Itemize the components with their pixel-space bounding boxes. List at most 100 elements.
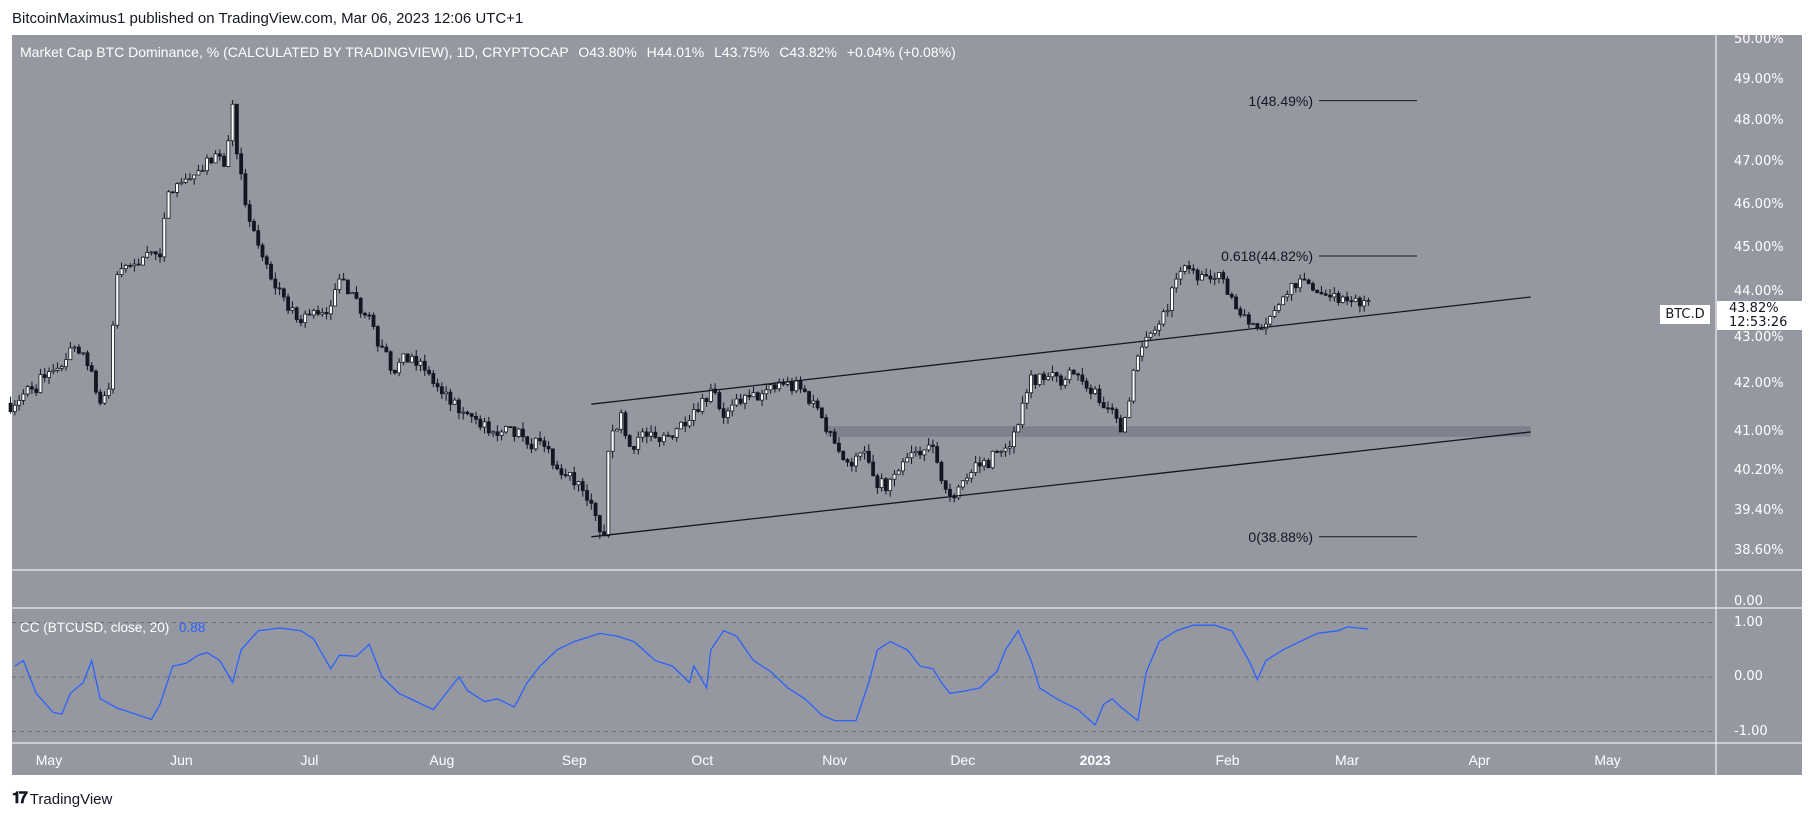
candle-down [384, 346, 389, 353]
time-tick: May [1594, 752, 1621, 768]
candle-down [747, 394, 752, 398]
candle-down [995, 450, 999, 453]
candle-up [444, 391, 449, 395]
candle-up [1217, 272, 1221, 279]
legend-high: H44.01% [646, 44, 705, 60]
candle-up [636, 436, 641, 450]
channel-lower-trendline [591, 431, 1531, 538]
candle-up [196, 170, 201, 176]
bar-countdown: 12:53:26 [1729, 314, 1788, 330]
candle-down [1238, 308, 1243, 316]
candle-up [290, 307, 295, 311]
candle-down [252, 221, 256, 232]
candle-up [794, 380, 799, 392]
candle-up [59, 366, 64, 369]
candle-down [354, 292, 359, 299]
candle-up [175, 183, 180, 193]
candle-down [42, 374, 47, 378]
candle-down [815, 400, 820, 409]
candle-up [926, 444, 931, 451]
candle-down [666, 434, 671, 437]
candle-up [708, 388, 713, 402]
candle-up [743, 394, 747, 404]
candle-down [1118, 417, 1123, 433]
candle-down [457, 399, 461, 414]
candle-up [1272, 310, 1277, 317]
candle-up [183, 178, 188, 183]
candle-up [132, 263, 137, 267]
indicator-tick: -1.00 [1734, 723, 1768, 739]
candle-down [448, 391, 453, 405]
candle-down [841, 450, 846, 460]
candle-up [47, 371, 51, 378]
candle-down [1106, 407, 1110, 410]
candle-up [990, 450, 995, 469]
candle-down [1311, 283, 1315, 291]
candle-up [1259, 328, 1264, 331]
candle-up [1161, 311, 1166, 325]
candle-down [807, 391, 811, 404]
chart-frame[interactable] [12, 35, 1802, 775]
candle-up [68, 347, 73, 361]
candle-up [1046, 376, 1051, 381]
candle-up [303, 313, 308, 324]
candle-up [969, 472, 974, 479]
candle-down [1033, 374, 1038, 385]
candle-up [730, 404, 735, 412]
fib-level-label: 0(38.88%) [1248, 528, 1313, 545]
candle-up [64, 359, 68, 368]
candle-down [170, 191, 175, 194]
candle-down [1319, 292, 1324, 295]
candle-down [790, 381, 794, 392]
candle-up [1029, 374, 1033, 394]
price-tick: 45.00% [1734, 240, 1784, 256]
footer-brand[interactable]: 𝟏𝟕 TradingView [12, 790, 112, 808]
price-tick: 43.00% [1734, 329, 1784, 345]
candle-down [593, 502, 598, 516]
candle-down [943, 480, 948, 490]
candle-down [316, 310, 320, 315]
candle-up [1182, 265, 1187, 272]
candle-up [350, 292, 355, 295]
candle-up [1298, 278, 1303, 289]
candle-up [1135, 355, 1140, 371]
candle-up [661, 434, 666, 442]
candle-up [213, 153, 218, 164]
candle-up [149, 251, 154, 254]
candle-down [589, 499, 594, 504]
candle-up [700, 398, 705, 412]
candle-down [439, 386, 444, 395]
candle-down [1328, 294, 1332, 298]
candle-down [597, 515, 602, 533]
candle-up [119, 268, 124, 275]
candle-up [965, 477, 969, 482]
candle-down [1088, 387, 1093, 394]
candle-up [862, 450, 867, 454]
candle-down [1110, 407, 1115, 410]
candle-up [892, 473, 897, 480]
candle-up [913, 450, 918, 454]
candle-down [260, 244, 265, 258]
candle-up [909, 452, 914, 459]
indicator-tick: 1.00 [1734, 614, 1763, 630]
candle-down [837, 442, 841, 452]
candle-down [521, 428, 525, 438]
candle-down [1221, 272, 1226, 280]
candle-down [871, 461, 876, 477]
candle-up [1170, 287, 1174, 311]
candle-down [294, 307, 299, 320]
candle-down [209, 157, 214, 164]
candle-down [1059, 375, 1063, 386]
candle-down [8, 402, 13, 412]
candle-down [632, 446, 636, 450]
candle-down [414, 355, 419, 366]
candle-down [427, 369, 431, 374]
candle-up [188, 178, 192, 181]
candle-up [1123, 417, 1127, 433]
candle-down [653, 431, 658, 438]
price-tick: 46.00% [1734, 196, 1784, 212]
candle-up [1157, 323, 1162, 331]
candle-up [1140, 346, 1145, 357]
candle-down [828, 431, 833, 433]
